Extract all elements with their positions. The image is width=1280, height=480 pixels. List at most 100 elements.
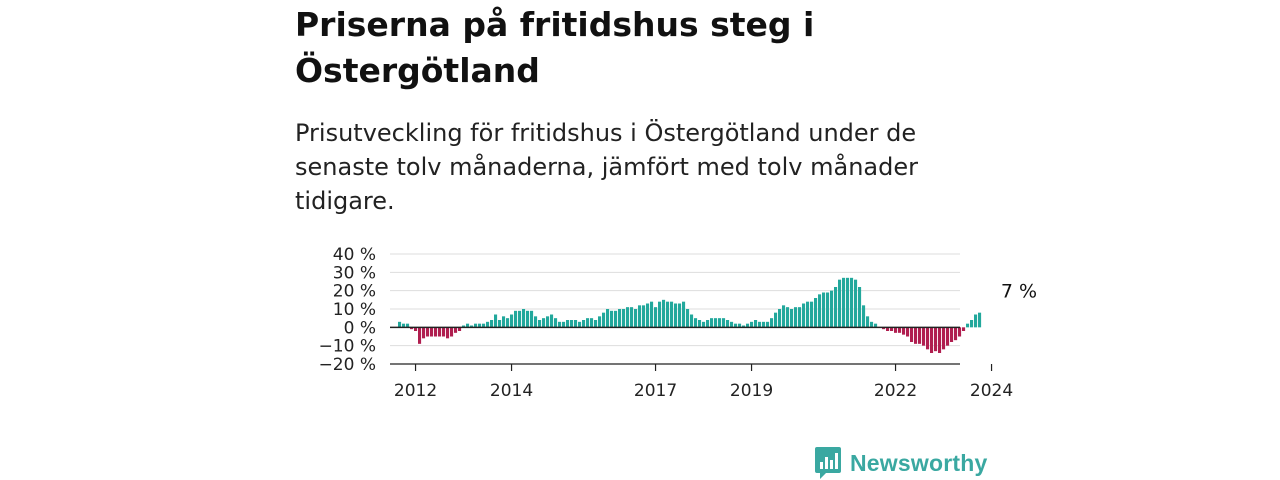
bar xyxy=(942,327,946,350)
bar xyxy=(770,318,774,328)
bar xyxy=(774,312,778,328)
bar xyxy=(486,321,490,328)
bar xyxy=(502,316,506,328)
x-tick-label: 2019 xyxy=(730,381,773,401)
bar xyxy=(718,318,722,328)
bar xyxy=(562,321,566,328)
bar xyxy=(514,310,518,328)
bar xyxy=(794,307,798,328)
bar xyxy=(954,327,958,341)
bar xyxy=(910,327,914,342)
bar xyxy=(618,309,622,328)
y-tick-label: 10 % xyxy=(333,300,376,320)
brand-logo: Newsworthy xyxy=(814,446,987,480)
bar xyxy=(430,327,434,337)
bar xyxy=(894,327,898,333)
x-tick-label: 2014 xyxy=(490,381,533,401)
bar xyxy=(722,318,726,328)
chart-title: Priserna på fritidshus steg i Östergötla… xyxy=(295,5,815,90)
bar xyxy=(630,307,634,328)
bar xyxy=(818,294,822,328)
bar xyxy=(482,323,486,328)
bar xyxy=(730,321,734,328)
bar xyxy=(862,305,866,328)
bar xyxy=(778,309,782,328)
y-tick-label: 40 % xyxy=(333,245,376,265)
bar xyxy=(758,321,762,328)
bar xyxy=(626,307,630,328)
y-tick-label: 20 % xyxy=(333,282,376,302)
bar xyxy=(470,325,474,328)
x-tick-label: 2024 xyxy=(970,381,1013,401)
bar xyxy=(898,327,902,333)
bar xyxy=(606,309,610,328)
bar xyxy=(710,318,714,328)
bar xyxy=(666,301,670,328)
bar xyxy=(950,327,954,342)
bar xyxy=(830,290,834,328)
bar xyxy=(418,327,422,344)
bar xyxy=(706,320,710,328)
bar xyxy=(834,287,838,328)
bar xyxy=(546,316,550,328)
bar xyxy=(806,301,810,328)
bar xyxy=(798,307,802,328)
bar xyxy=(602,312,606,328)
bar xyxy=(922,327,926,346)
bar xyxy=(746,323,750,328)
bar xyxy=(422,327,426,339)
bar xyxy=(750,321,754,328)
x-axis-labels: 2012 2014 2017 2019 2022 2024 xyxy=(394,381,1013,401)
bar xyxy=(870,321,874,328)
bar xyxy=(978,312,982,328)
bar xyxy=(410,327,414,330)
bar xyxy=(882,327,886,330)
x-tick-label: 2022 xyxy=(874,381,917,401)
bar xyxy=(406,323,410,328)
bar xyxy=(846,277,850,328)
bar xyxy=(790,309,794,328)
bar xyxy=(586,318,590,328)
chart-subtitle: Prisutveckling för fritidshus i Östergöt… xyxy=(295,119,918,215)
bar xyxy=(822,292,826,328)
bar xyxy=(494,314,498,328)
bar xyxy=(902,327,906,335)
y-tick-label: −10 % xyxy=(319,337,376,357)
bar xyxy=(438,327,442,337)
bar xyxy=(858,287,862,328)
bar xyxy=(686,309,690,328)
x-tick-label: 2012 xyxy=(394,381,437,401)
bar xyxy=(678,303,682,328)
bar xyxy=(654,307,658,328)
bar xyxy=(558,321,562,328)
bar xyxy=(506,318,510,328)
y-tick-label: 0 % xyxy=(344,318,376,338)
bar xyxy=(674,303,678,328)
bar xyxy=(442,327,446,337)
bar xyxy=(658,301,662,328)
bar xyxy=(854,279,858,328)
bar xyxy=(622,309,626,328)
bar xyxy=(534,316,538,328)
bar xyxy=(754,320,758,328)
y-axis-labels: 40 %30 %20 %10 %0 %−10 %−20 % xyxy=(319,245,376,375)
bar xyxy=(886,327,890,331)
brand-name: Newsworthy xyxy=(850,449,988,476)
bar xyxy=(446,327,450,339)
bar xyxy=(478,323,482,328)
bar xyxy=(874,323,878,328)
bar xyxy=(762,321,766,328)
bar xyxy=(842,277,846,328)
bar xyxy=(466,323,470,328)
bar xyxy=(474,323,478,328)
bar xyxy=(742,325,746,328)
bar xyxy=(638,305,642,328)
bar xyxy=(974,314,978,328)
bar xyxy=(582,320,586,328)
bar xyxy=(926,327,930,350)
bar xyxy=(570,320,574,328)
bar xyxy=(650,301,654,328)
bar xyxy=(810,301,814,328)
bar xyxy=(782,305,786,328)
axes xyxy=(390,326,993,371)
